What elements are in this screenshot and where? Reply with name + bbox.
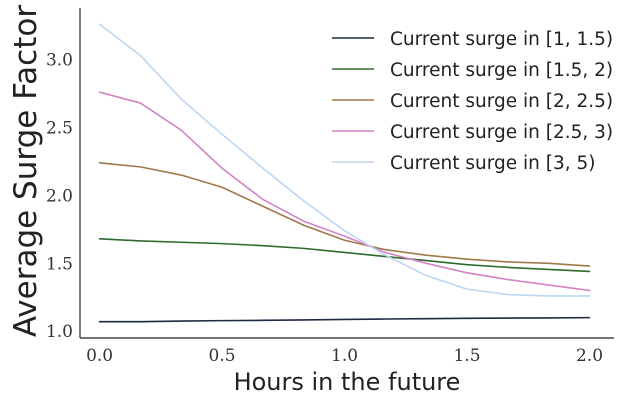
y-tick-labels: 1.0 1.5 2.0 2.5 3.0 (46, 51, 73, 343)
legend-label: Current surge in [1, 1.5) (390, 29, 613, 50)
series-line-1 (98, 316, 591, 323)
x-tick-label: 2.0 (576, 346, 603, 366)
y-tick-label: 1.5 (46, 254, 73, 274)
y-tick-label: 1.0 (46, 322, 73, 342)
legend-label: Current surge in [2, 2.5) (390, 91, 613, 112)
legend-label: Current surge in [2.5, 3) (390, 122, 613, 143)
y-tick-label: 3.0 (46, 51, 73, 71)
x-tick-labels: 0.0 0.5 1.0 1.5 2.0 (86, 346, 603, 366)
y-tick-label: 2.5 (46, 119, 73, 139)
x-tick-label: 0.5 (209, 346, 236, 366)
axes (79, 8, 614, 339)
legend-item: Current surge in [1.5, 2) (332, 60, 613, 81)
x-tick-label: 1.5 (454, 346, 481, 366)
series-line-4 (98, 91, 591, 292)
series-line-5 (98, 23, 591, 297)
legend-item: Current surge in [1, 1.5) (332, 29, 613, 50)
legend-label: Current surge in [1.5, 2) (390, 60, 613, 81)
legend-item: Current surge in [2, 2.5) (332, 91, 613, 112)
x-tick-label: 0.0 (86, 346, 113, 366)
series-line-2 (98, 238, 591, 273)
legend-item: Current surge in [3, 5) (332, 153, 596, 174)
y-tick-label: 2.0 (46, 186, 73, 206)
x-axis-title: Hours in the future (234, 368, 461, 396)
y-axis-title: Average Surge Factor (8, 5, 44, 337)
legend-label: Current surge in [3, 5) (390, 153, 596, 174)
legend-item: Current surge in [2.5, 3) (332, 122, 613, 143)
x-tick-label: 1.0 (331, 346, 358, 366)
series-line-3 (98, 162, 591, 267)
legend: Current surge in [1, 1.5) Current surge i… (332, 29, 613, 174)
series-lines (98, 23, 591, 323)
